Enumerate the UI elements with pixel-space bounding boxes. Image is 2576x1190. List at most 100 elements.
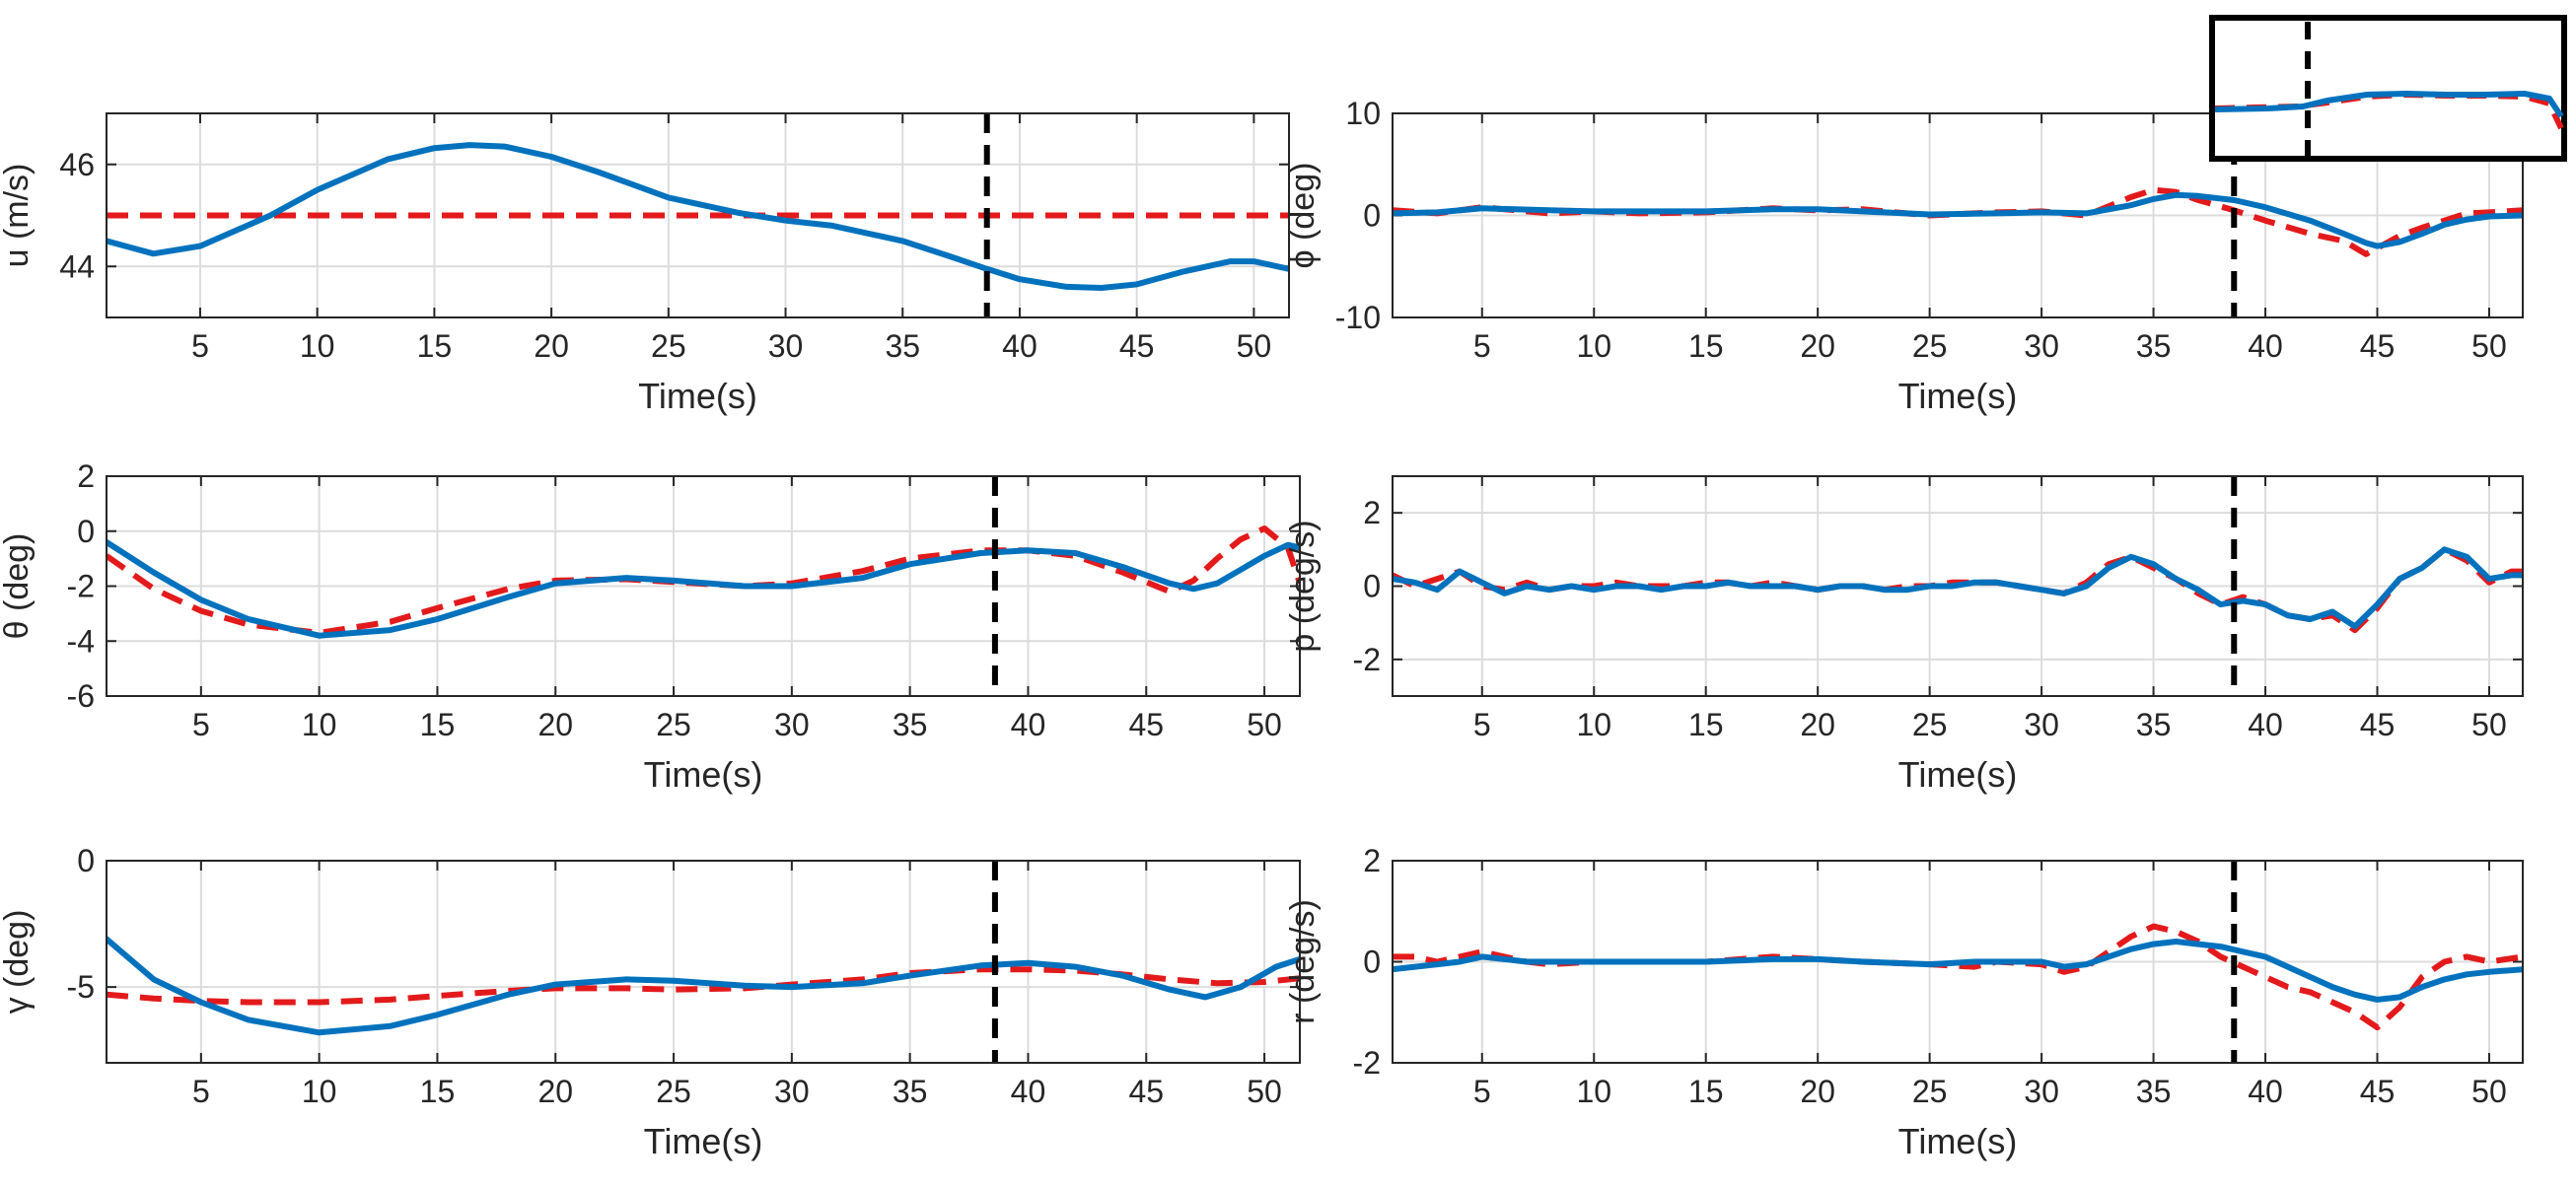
x-tick-label: 30	[2024, 328, 2059, 364]
subplot-theta: 5 10 15 20 25 30 35 40 45 50 -6 -4 -2 0 2 Time(s) θ (deg…	[0, 458, 1301, 795]
y-tick-label: -5	[67, 969, 95, 1005]
x-tick-label: 45	[2360, 1074, 2396, 1109]
x-tick-label: 15	[1688, 707, 1724, 742]
y-tick-label: 44	[59, 248, 95, 284]
x-tick-label: 20	[1800, 707, 1835, 742]
axes-frame	[106, 475, 1301, 697]
x-tick-label: 50	[1247, 1074, 1282, 1109]
series-measured-line	[1393, 191, 2523, 249]
x-tick-label: 45	[2360, 707, 2396, 742]
x-tick-label: 40	[1002, 328, 1038, 364]
y-axis-label: r (deg/s)	[1284, 899, 1322, 1024]
x-tick-label: 45	[2360, 328, 2396, 364]
x-tick-label: 5	[1473, 707, 1491, 742]
x-tick-label: 15	[420, 707, 456, 742]
x-tick-label: 5	[1473, 1074, 1491, 1109]
x-tick-label: 35	[885, 328, 920, 364]
x-tick-label: 45	[1128, 1074, 1164, 1109]
y-tick-label: -6	[67, 678, 95, 714]
x-tick-label: 20	[537, 707, 573, 742]
axes-frame	[106, 860, 1301, 1064]
x-tick-label: 20	[537, 1074, 573, 1109]
y-axis-label: p (deg/s)	[1284, 520, 1322, 652]
axes-frame	[1392, 112, 2524, 318]
plot-area	[107, 861, 1300, 1063]
subplot-r: 5 10 15 20 25 30 35 40 45 50 -2 0 2 Time(s) r (deg/s)	[1284, 843, 2524, 1161]
y-tick-label: 0	[77, 514, 95, 549]
x-tick-label: 30	[2024, 707, 2059, 742]
x-tick-label: 15	[420, 1074, 456, 1109]
y-tick-label: -2	[1353, 1045, 1381, 1081]
x-axis-label: Time(s)	[1898, 754, 2018, 795]
x-tick-label: 30	[768, 328, 804, 364]
x-tick-label: 20	[1800, 328, 1835, 364]
x-tick-label: 10	[302, 707, 337, 742]
y-tick-label: 0	[1363, 945, 1381, 980]
axes-frame	[106, 112, 1290, 318]
y-tick-label: -2	[1353, 642, 1381, 677]
series-group	[107, 142, 1289, 291]
x-tick-label: 10	[1576, 707, 1611, 742]
x-tick-label: 5	[191, 328, 209, 364]
x-tick-label: 40	[2248, 328, 2283, 364]
x-axis-label: Time(s)	[1898, 1121, 2018, 1161]
y-axis-label: θ (deg)	[0, 533, 36, 640]
x-tick-label: 50	[1237, 328, 1272, 364]
series-group	[1393, 923, 2523, 1031]
x-tick-label: 15	[1688, 328, 1724, 364]
x-tick-label: 50	[1247, 707, 1282, 742]
y-tick-label: -4	[67, 623, 95, 659]
series-measured-line	[107, 142, 1289, 291]
y-tick-label: 2	[1363, 843, 1381, 878]
series-measured-line	[107, 936, 1300, 1036]
x-tick-label: 25	[1912, 328, 1948, 364]
x-tick-label: 35	[2136, 1074, 2172, 1109]
x-tick-label: 25	[651, 328, 686, 364]
series-measured-line	[1393, 546, 2523, 630]
axes-frame	[1392, 475, 2524, 697]
x-tick-label: 30	[774, 707, 810, 742]
y-tick-label: 0	[1363, 569, 1381, 604]
x-tick-label: 5	[192, 1074, 210, 1109]
x-tick-label: 25	[656, 707, 691, 742]
x-tick-label: 50	[2471, 1074, 2507, 1109]
zoom-inset	[2209, 15, 2567, 162]
x-tick-label: 10	[1576, 1074, 1611, 1109]
subplot-p: 5 10 15 20 25 30 35 40 45 50 -2 0 2 Time(s) p (deg/s)	[1284, 475, 2524, 795]
y-tick-label: -2	[67, 569, 95, 604]
y-tick-label: -10	[1335, 300, 1381, 335]
y-tick-label: 10	[1345, 96, 1381, 131]
x-tick-label: 20	[534, 328, 569, 364]
y-tick-label: 2	[1363, 495, 1381, 530]
x-tick-label: 50	[2471, 328, 2507, 364]
series-measured-line	[107, 538, 1300, 639]
x-tick-label: 15	[1688, 1074, 1724, 1109]
y-axis-label: ϕ (deg)	[1284, 163, 1322, 269]
y-tick-label: 0	[77, 843, 95, 878]
x-tick-label: 15	[417, 328, 453, 364]
x-tick-label: 35	[2136, 707, 2172, 742]
x-axis-label: Time(s)	[644, 1121, 763, 1161]
x-tick-label: 5	[192, 707, 210, 742]
series-group	[107, 525, 1300, 639]
x-tick-label: 25	[1912, 1074, 1948, 1109]
x-tick-label: 40	[2248, 1074, 2283, 1109]
x-tick-label: 5	[1473, 328, 1491, 364]
x-tick-label: 40	[1011, 707, 1046, 742]
series-group	[1393, 186, 2523, 257]
y-axis-label: u (m/s)	[0, 164, 36, 268]
x-tick-label: 20	[1800, 1074, 1835, 1109]
x-tick-label: 10	[302, 1074, 337, 1109]
x-axis-label: Time(s)	[1898, 376, 2018, 416]
zoom-inset-frame	[2209, 15, 2567, 162]
x-tick-label: 30	[2024, 1074, 2059, 1109]
x-tick-label: 35	[2136, 328, 2172, 364]
x-tick-label: 30	[774, 1074, 810, 1109]
series-reference-line	[107, 525, 1300, 636]
subplot-u: 5 10 15 20 25 30 35 40 45 50 44 46 Time(s) u (m/s)	[0, 112, 1290, 416]
x-tick-label: 40	[1011, 1074, 1046, 1109]
x-tick-label: 25	[656, 1074, 691, 1109]
series-group	[107, 936, 1300, 1036]
